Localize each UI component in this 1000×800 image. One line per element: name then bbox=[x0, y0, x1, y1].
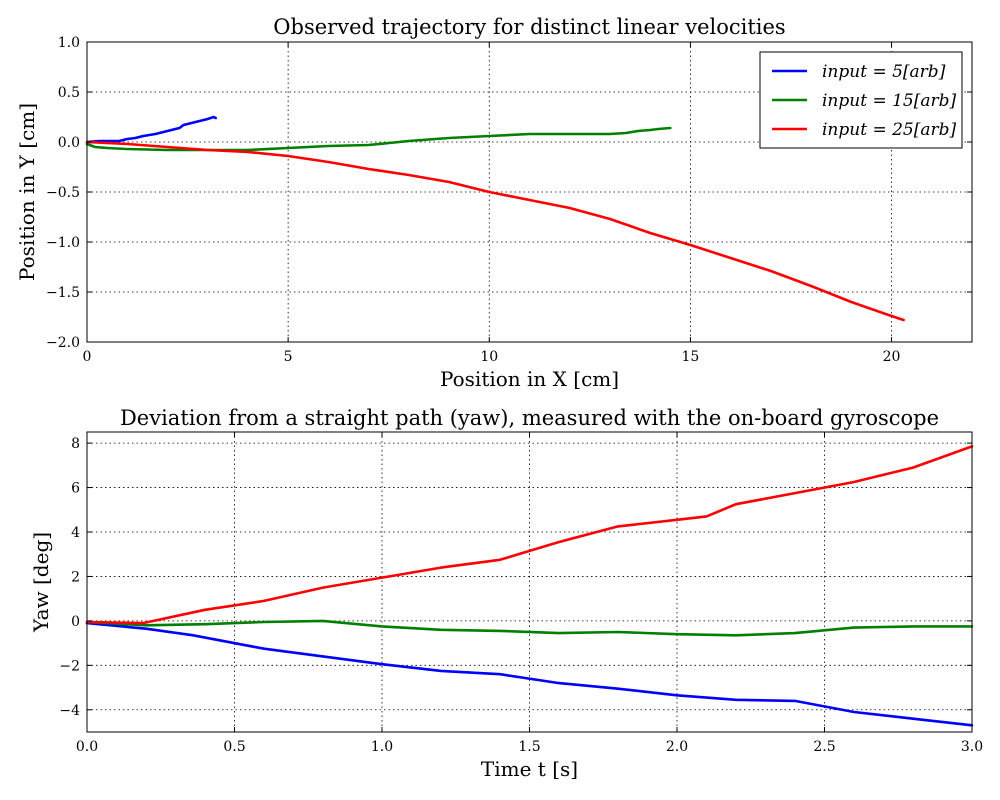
plot-frame bbox=[86, 41, 973, 343]
ticks: 0 5 10 15 20 1.0 0.5 0.0 −0.5 −1.0 −1.5 −2.0 bbox=[46, 35, 972, 365]
y-tick-label: −4 bbox=[59, 703, 80, 719]
ticks: 0.0 0.5 1.0 1.5 2.0 2.5 3.0 8 6 4 2 0 −2 −4 bbox=[59, 432, 983, 755]
trajectory-chart: Observed trajectory for distinct linear … bbox=[15, 15, 973, 391]
y-tick-label: 0.0 bbox=[58, 135, 80, 151]
series-line bbox=[85, 126, 672, 152]
y-tick-label: −1.0 bbox=[46, 235, 80, 251]
chart-title: Deviation from a straight path (yaw), me… bbox=[120, 406, 939, 430]
y-tick-label: 2 bbox=[71, 569, 80, 585]
x-tick-label: 10 bbox=[480, 349, 498, 365]
x-tick-label: 0 bbox=[83, 349, 92, 365]
series-lines bbox=[85, 445, 974, 727]
x-tick-label: 2.0 bbox=[666, 739, 688, 755]
y-axis-label: Position in Y [cm] bbox=[15, 103, 39, 281]
series-lines bbox=[85, 115, 905, 322]
series-line bbox=[85, 621, 974, 727]
x-tick-label: 20 bbox=[883, 349, 901, 365]
series-line bbox=[85, 115, 217, 144]
y-tick-label: 8 bbox=[71, 436, 80, 452]
y-tick-label: −0.5 bbox=[46, 185, 80, 201]
x-tick-label: 1.0 bbox=[371, 739, 393, 755]
grid bbox=[86, 432, 973, 732]
y-tick-label: −1.5 bbox=[46, 285, 80, 301]
x-tick-label: 1.5 bbox=[518, 739, 540, 755]
legend-label: input = 15[arb] bbox=[822, 91, 957, 111]
y-tick-label: −2 bbox=[59, 658, 80, 674]
yaw-chart: Deviation from a straight path (yaw), me… bbox=[29, 406, 983, 781]
x-tick-label: 5 bbox=[284, 349, 293, 365]
y-tick-label: 4 bbox=[71, 525, 80, 541]
x-tick-label: 0.5 bbox=[223, 739, 245, 755]
series-line bbox=[85, 619, 974, 637]
series-line bbox=[85, 140, 905, 322]
x-tick-label: 0.0 bbox=[76, 739, 98, 755]
y-tick-label: 0.5 bbox=[58, 85, 80, 101]
y-tick-label: 0 bbox=[71, 614, 80, 630]
y-tick-label: 1.0 bbox=[58, 35, 80, 51]
legend-label: input = 25[arb] bbox=[822, 120, 957, 140]
legend: input = 5[arb] input = 15[arb] input = 25[… bbox=[759, 51, 963, 149]
y-tick-label: 6 bbox=[71, 481, 80, 497]
plot-frame bbox=[86, 431, 973, 733]
x-tick-label: 3.0 bbox=[961, 739, 983, 755]
x-axis-label: Position in X [cm] bbox=[440, 367, 619, 391]
series-line bbox=[85, 445, 974, 625]
y-tick-label: −2.0 bbox=[46, 335, 80, 351]
y-axis-label: Yaw [deg] bbox=[29, 532, 53, 633]
legend-label: input = 5[arb] bbox=[822, 62, 946, 82]
chart-title: Observed trajectory for distinct linear … bbox=[273, 15, 785, 39]
x-tick-label: 2.5 bbox=[813, 739, 835, 755]
x-tick-label: 15 bbox=[681, 349, 699, 365]
x-axis-label: Time t [s] bbox=[481, 757, 578, 781]
